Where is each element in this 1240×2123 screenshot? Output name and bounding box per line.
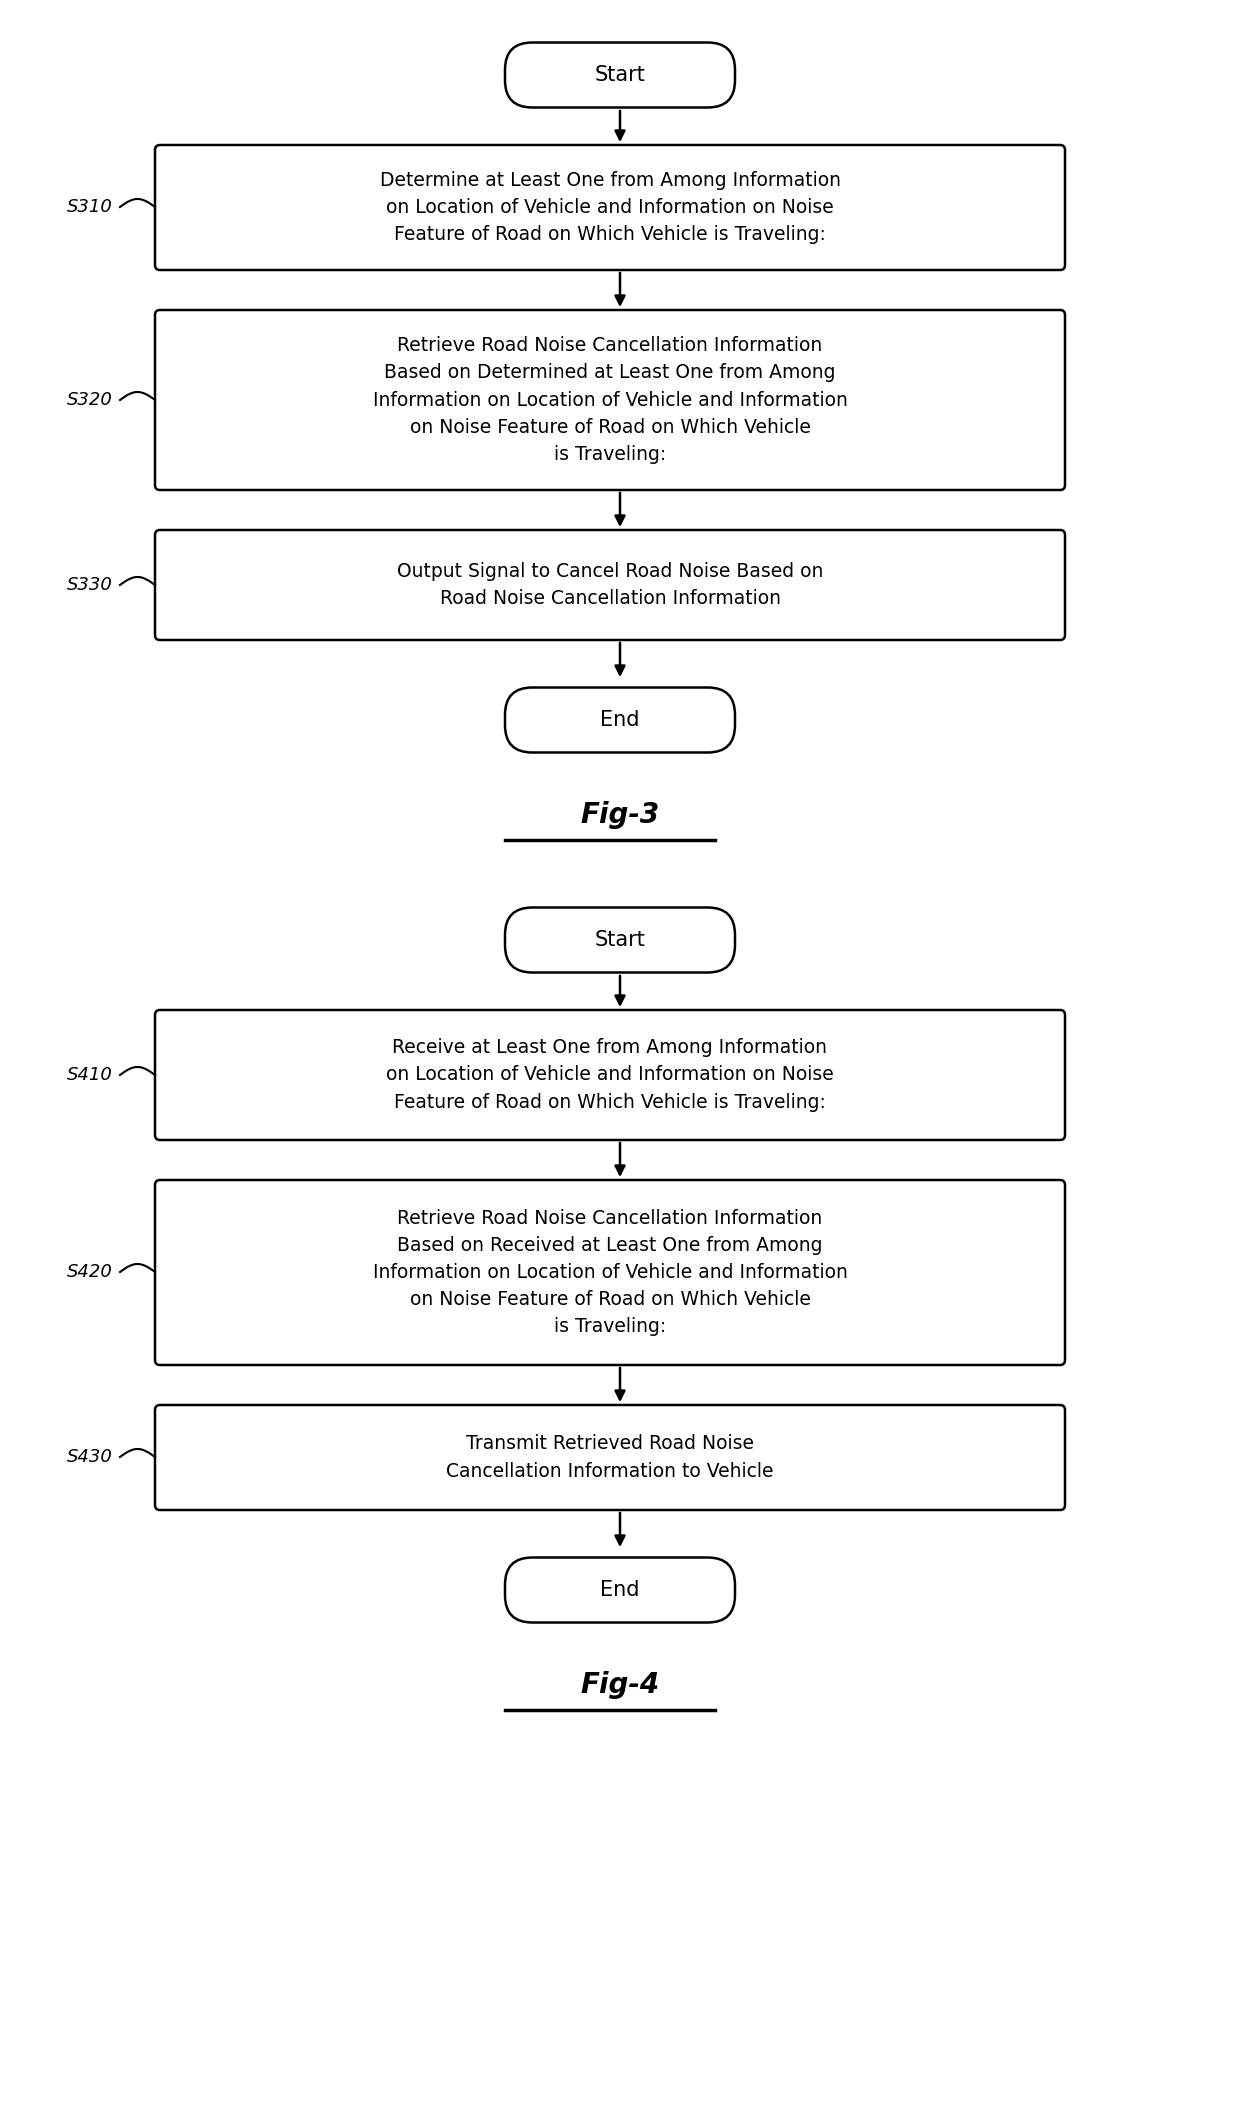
Text: Output Signal to Cancel Road Noise Based on
Road Noise Cancellation Information: Output Signal to Cancel Road Noise Based… xyxy=(397,563,823,607)
Text: S310: S310 xyxy=(67,197,113,217)
Text: Transmit Retrieved Road Noise
Cancellation Information to Vehicle: Transmit Retrieved Road Noise Cancellati… xyxy=(446,1435,774,1480)
Text: S410: S410 xyxy=(67,1066,113,1085)
Text: Fig-3: Fig-3 xyxy=(580,800,660,828)
Text: End: End xyxy=(600,1580,640,1601)
Text: Determine at Least One from Among Information
on Location of Vehicle and Informa: Determine at Least One from Among Inform… xyxy=(379,170,841,244)
Text: End: End xyxy=(600,709,640,730)
Text: Fig-4: Fig-4 xyxy=(580,1671,660,1698)
FancyBboxPatch shape xyxy=(155,531,1065,639)
Text: S420: S420 xyxy=(67,1263,113,1280)
FancyBboxPatch shape xyxy=(505,1558,735,1622)
FancyBboxPatch shape xyxy=(155,310,1065,490)
FancyBboxPatch shape xyxy=(155,1011,1065,1140)
FancyBboxPatch shape xyxy=(155,1405,1065,1509)
FancyBboxPatch shape xyxy=(155,144,1065,270)
Text: Retrieve Road Noise Cancellation Information
Based on Determined at Least One fr: Retrieve Road Noise Cancellation Informa… xyxy=(372,335,847,465)
FancyBboxPatch shape xyxy=(505,907,735,972)
FancyBboxPatch shape xyxy=(505,42,735,108)
FancyBboxPatch shape xyxy=(155,1180,1065,1365)
Text: Start: Start xyxy=(594,930,646,949)
Text: Receive at Least One from Among Information
on Location of Vehicle and Informati: Receive at Least One from Among Informat… xyxy=(386,1038,833,1112)
Text: Retrieve Road Noise Cancellation Information
Based on Received at Least One from: Retrieve Road Noise Cancellation Informa… xyxy=(372,1208,847,1337)
Text: S320: S320 xyxy=(67,391,113,410)
FancyBboxPatch shape xyxy=(505,688,735,752)
Text: S430: S430 xyxy=(67,1448,113,1467)
Text: S330: S330 xyxy=(67,575,113,594)
Text: Start: Start xyxy=(594,66,646,85)
